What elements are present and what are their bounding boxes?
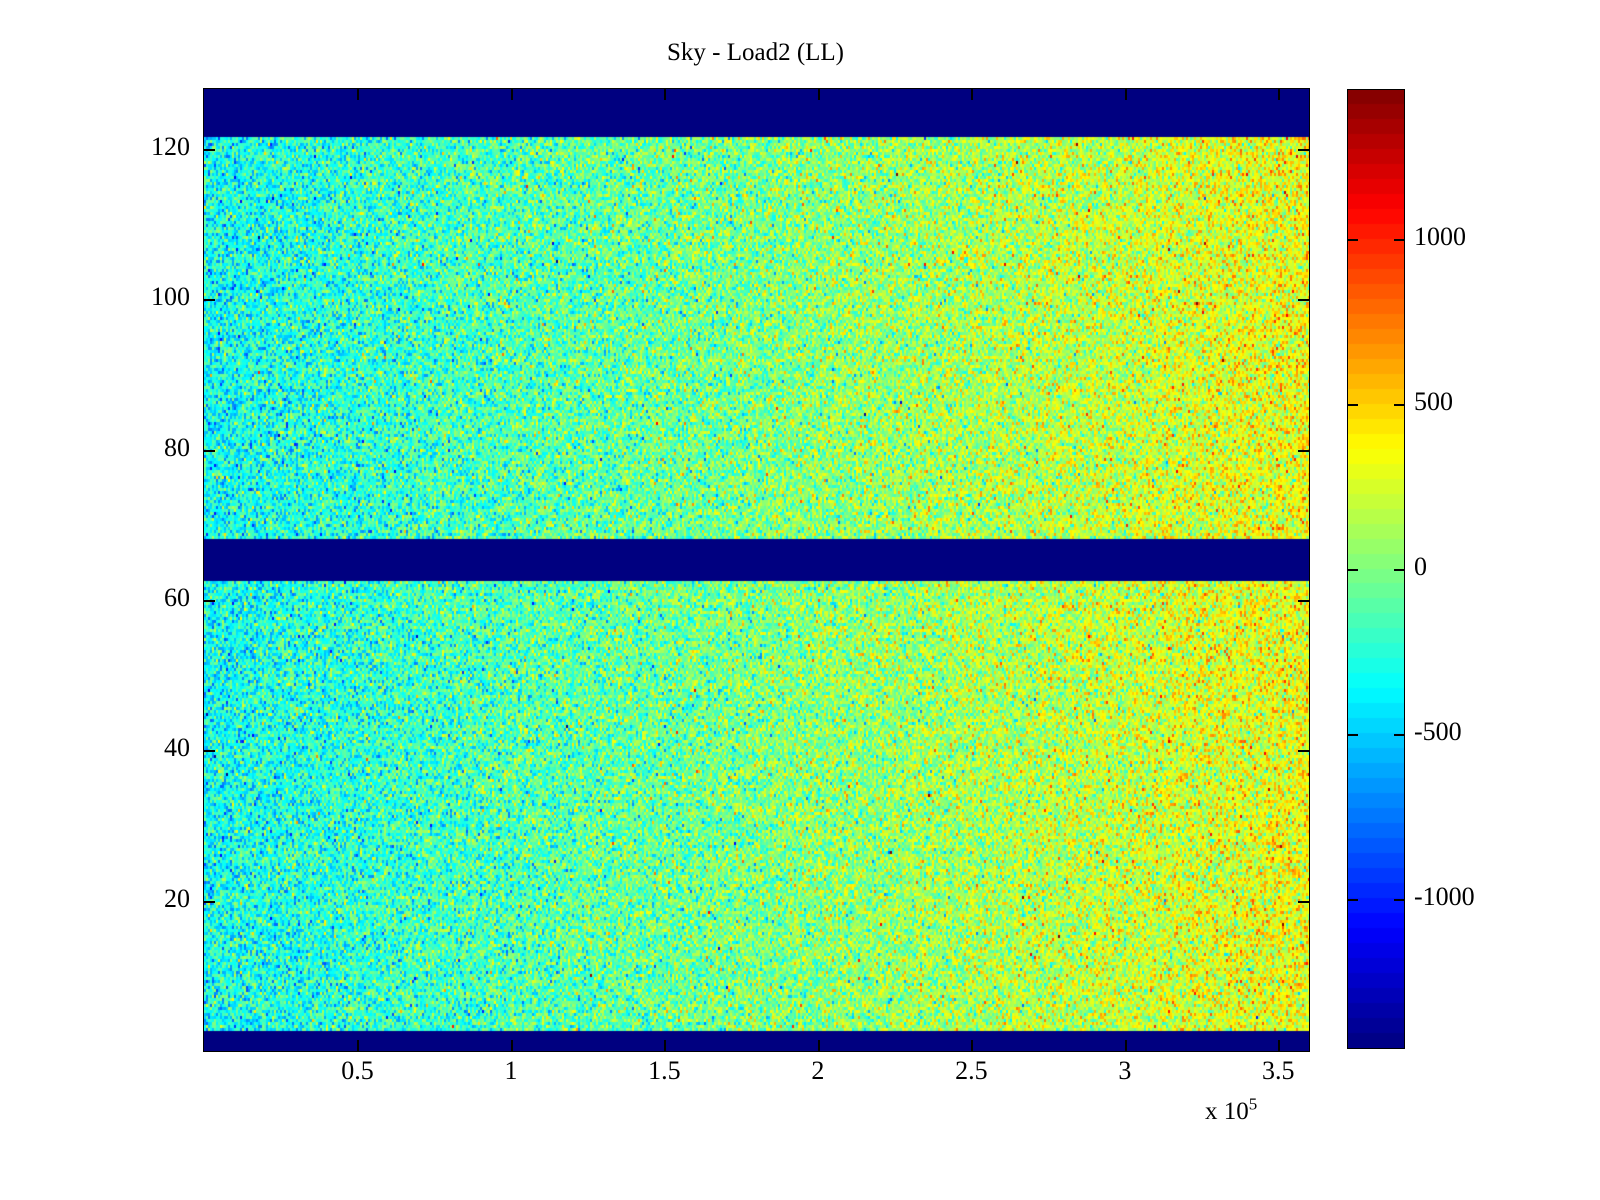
y-tick-mark <box>1298 299 1309 302</box>
x-tick-label: 3 <box>1118 1056 1132 1085</box>
y-tick-mark <box>1298 750 1309 753</box>
x-tick-mark <box>817 89 820 100</box>
y-tick-mark <box>204 750 215 753</box>
colorbar-tick-label: -1000 <box>1414 882 1475 912</box>
x-tick-mark <box>817 1040 820 1051</box>
y-tick-mark <box>1298 900 1309 903</box>
x-tick-label: 1.5 <box>648 1056 681 1085</box>
y-tick-label: 40 <box>164 733 190 763</box>
y-tick-mark <box>204 900 215 903</box>
x-tick-label: 0.5 <box>341 1056 374 1085</box>
y-tick-label: 100 <box>151 282 190 312</box>
colorbar-tick-mark <box>1394 899 1404 902</box>
y-tick-mark <box>1298 449 1309 452</box>
x-tick-mark <box>664 1040 667 1051</box>
y-tick-label: 20 <box>164 883 190 913</box>
heatmap-image <box>204 89 1309 1051</box>
x-tick-mark <box>357 89 360 100</box>
y-tick-mark <box>204 149 215 152</box>
y-tick-label: 60 <box>164 583 190 613</box>
x-axis-exponent: x 105 <box>1205 1094 1258 1127</box>
x-tick-label: 2.5 <box>955 1056 988 1085</box>
y-tick-label: 120 <box>151 132 190 162</box>
x-tick-mark <box>971 1040 974 1051</box>
colorbar-tick-label: 500 <box>1414 386 1453 416</box>
x-tick-mark <box>510 89 513 100</box>
colorbar-tick-label: -500 <box>1414 717 1462 747</box>
x-tick-label: 3.5 <box>1262 1056 1295 1085</box>
x-tick-mark <box>1124 1040 1127 1051</box>
colorbar-tick-mark <box>1394 238 1404 241</box>
colorbar-tick-mark <box>1348 899 1358 902</box>
x-tick-mark <box>971 89 974 100</box>
y-tick-mark <box>1298 600 1309 603</box>
colorbar-tick-mark <box>1348 569 1358 571</box>
colorbar-tick-mark <box>1394 403 1404 406</box>
colorbar-tick-mark <box>1348 734 1358 737</box>
y-tick-mark <box>204 299 215 302</box>
colorbar-tick-mark <box>1348 238 1358 241</box>
y-tick-mark <box>204 449 215 452</box>
colorbar-tick-mark <box>1348 403 1358 406</box>
x-tick-mark <box>1278 1040 1281 1051</box>
colorbar-tick-mark <box>1394 734 1404 737</box>
x-tick-mark <box>357 1040 360 1051</box>
x-axis-exponent-power: 5 <box>1248 1094 1258 1114</box>
x-tick-label: 1 <box>504 1056 518 1085</box>
x-tick-mark <box>510 1040 513 1051</box>
page-title: Sky - Load2 (LL) <box>666 39 845 66</box>
y-tick-mark <box>204 600 215 603</box>
colorbar-tick-label: 1000 <box>1414 221 1466 251</box>
colorbar-tick-mark <box>1394 569 1404 571</box>
x-tick-mark <box>1124 89 1127 100</box>
x-tick-label: 2 <box>811 1056 825 1085</box>
x-axis-exponent-base: x 10 <box>1205 1098 1249 1125</box>
y-tick-label: 80 <box>164 432 190 462</box>
y-tick-mark <box>1298 149 1309 152</box>
heatmap-axes <box>203 88 1310 1052</box>
x-tick-mark <box>1278 89 1281 100</box>
x-tick-mark <box>664 89 667 100</box>
colorbar-tick-label: 0 <box>1414 552 1427 581</box>
